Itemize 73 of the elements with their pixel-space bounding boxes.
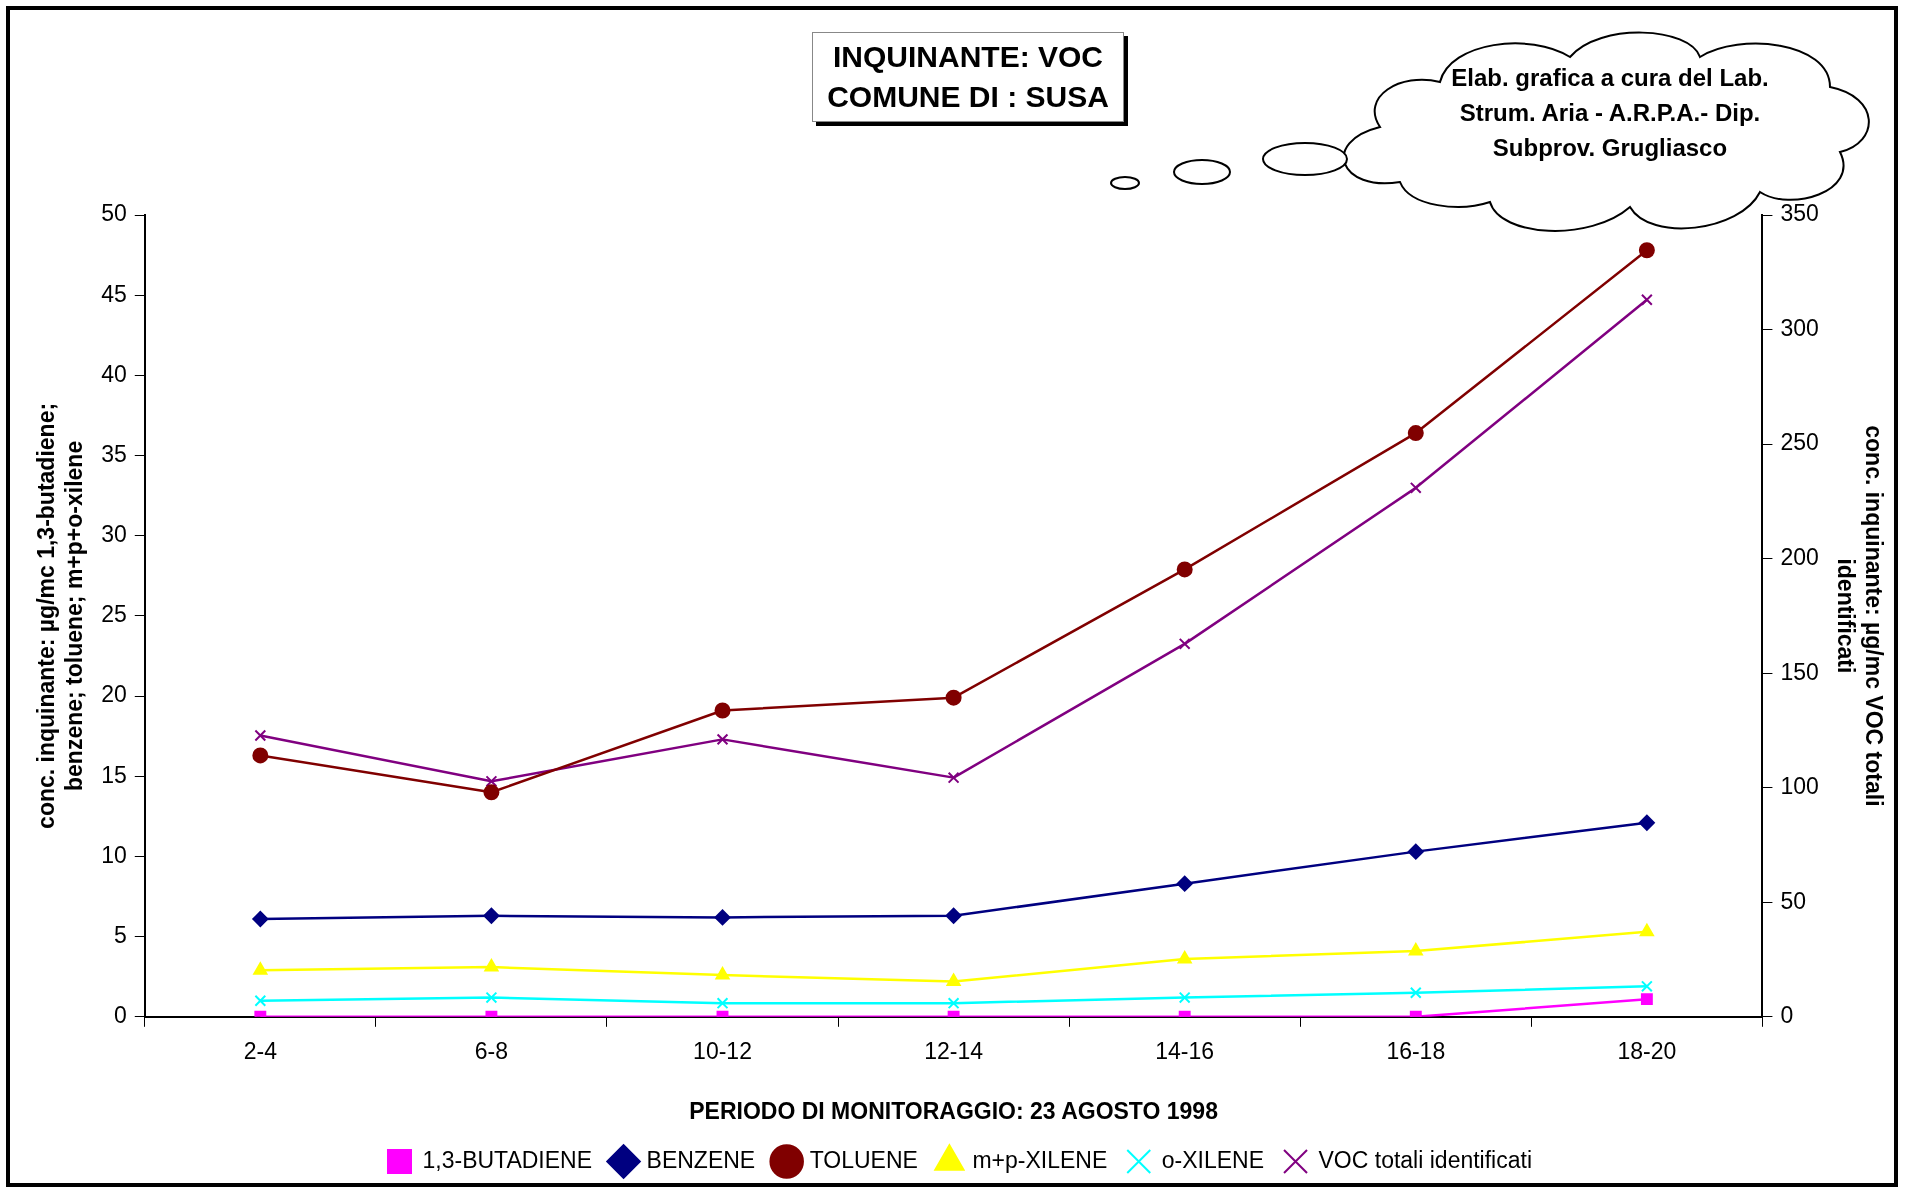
x-tick-label: 2-4 [243,1037,278,1064]
point [254,729,267,742]
text: Elab. grafica a cura del Lab. Strum. Aria - A.R.P.A.- Dip. Subprov. Grugliasco [1450,63,1770,163]
point [252,747,269,764]
point [714,909,731,926]
point [485,775,498,788]
x-tick-label: 10-12 [693,1037,752,1064]
y-tick-label: 15 [101,761,127,788]
y-tick-label: 40 [101,360,127,387]
point [483,784,500,801]
point [485,991,498,1004]
legend-label: BENZENE [646,1146,756,1173]
y-tick-label: 20 [101,681,127,708]
point [1638,242,1655,259]
point [1638,814,1655,831]
point [716,733,729,746]
point [252,910,269,927]
legend-label: TOLUENE [809,1146,918,1173]
chart-title: INQUINANTE: VOC COMUNE DI : SUSA [812,32,1124,122]
point [1178,991,1191,1004]
point [947,771,960,784]
y-tick-label: 35 [101,440,127,467]
x-tick-label: 18-20 [1617,1037,1677,1064]
y2-tick-label: 200 [1780,543,1819,570]
point [1640,980,1653,993]
x-tick-label: 6-8 [474,1037,509,1064]
point [715,967,730,980]
point [253,962,268,975]
y-tick-label: 0 [113,1002,127,1029]
point [254,994,267,1007]
point [1177,951,1192,964]
point [716,997,729,1010]
point [714,702,731,719]
x-axis-title: PERIODO DI MONITORAGGIO: 23 AGOSTO 1998 [689,1097,1219,1124]
y2-tick-label: 250 [1780,429,1819,456]
legend-label: VOC totali identificati [1318,1146,1533,1173]
y2-tick-label: 150 [1780,658,1819,685]
y2-tick-label: 100 [1780,773,1819,800]
point [1407,425,1424,442]
legend-label: o-XILENE [1161,1146,1265,1173]
point [1176,875,1193,892]
y2-tick-label: 300 [1780,314,1819,341]
y-tick-label: 45 [101,280,127,307]
y2-axis-title: conc. inquinante: µg/mc VOC totali identificati [1833,425,1887,807]
y-tick-label: 5 [113,921,127,948]
point [1408,943,1423,956]
point [1640,293,1653,306]
point [945,907,962,924]
y-tick-label: 30 [101,521,127,548]
point [1639,923,1654,937]
x-tick-label: 14-16 [1155,1037,1215,1064]
legend-label: m+p-XILENE [972,1146,1108,1173]
x-tick-label: 16-18 [1386,1037,1446,1064]
point [484,959,499,972]
legend-label: 1,3-BUTADIENE [422,1146,593,1173]
y2-tick-label: 0 [1780,1002,1794,1029]
y2-tick-label: 350 [1780,200,1819,227]
y2-tick-label: 50 [1780,887,1807,914]
y-tick-label: 50 [101,200,127,227]
point [483,907,500,924]
point [1409,481,1422,494]
point [1178,637,1191,650]
point [947,997,960,1010]
y-axis-title: conc. inquinante: µg/mc 1,3-butadiene; benzene; toluene; m+p+o-xilene [33,402,87,829]
y-tick-label: 10 [101,841,127,868]
y-tick-label: 25 [101,601,127,628]
point [1640,993,1653,1006]
point [1407,843,1424,860]
point [945,689,962,706]
point [1176,561,1193,578]
point [946,973,961,987]
point [1409,986,1422,999]
x-tick-label: 12-14 [924,1037,984,1064]
